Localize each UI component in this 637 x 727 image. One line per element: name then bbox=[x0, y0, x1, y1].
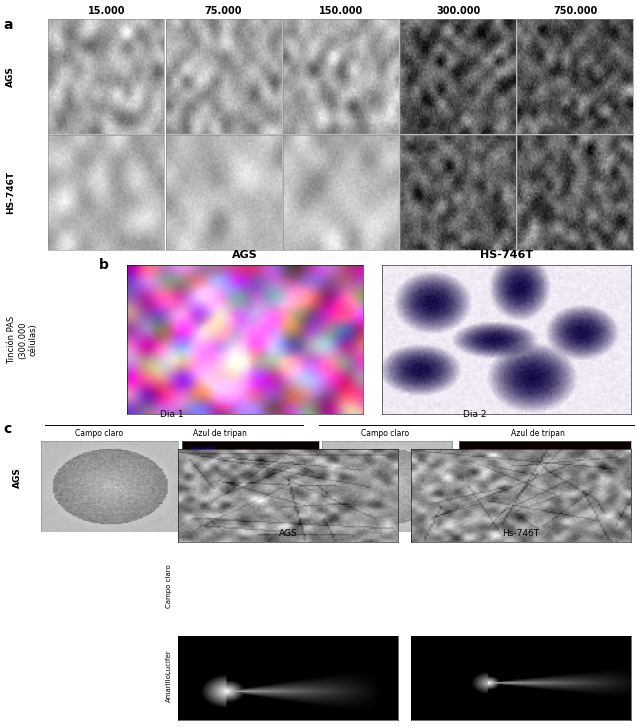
Text: HS-746T: HS-746T bbox=[6, 171, 15, 214]
Text: Campo claro: Campo claro bbox=[361, 429, 410, 438]
Text: HS-746T: HS-746T bbox=[480, 249, 533, 260]
Text: Dia 1: Dia 1 bbox=[160, 411, 184, 419]
Text: AGS: AGS bbox=[279, 529, 297, 538]
Text: b: b bbox=[99, 258, 109, 272]
Text: 750.000: 750.000 bbox=[553, 6, 598, 16]
Text: c: c bbox=[3, 422, 11, 435]
Text: Campo claro: Campo claro bbox=[166, 564, 172, 608]
Text: AGS: AGS bbox=[13, 467, 22, 489]
Text: Dia 2: Dia 2 bbox=[463, 411, 486, 419]
Text: Azul de tripan: Azul de tripan bbox=[512, 429, 565, 438]
Text: AGS: AGS bbox=[6, 66, 15, 87]
Text: Hs-746T: Hs-746T bbox=[502, 529, 540, 538]
Text: Campo claro: Campo claro bbox=[75, 429, 123, 438]
Text: 75.000: 75.000 bbox=[205, 6, 242, 16]
Text: Tinción PAS
(300.000
células): Tinción PAS (300.000 células) bbox=[8, 316, 37, 364]
Text: 150.000: 150.000 bbox=[318, 6, 363, 16]
Text: AGS: AGS bbox=[233, 249, 258, 260]
Text: 15.000: 15.000 bbox=[88, 6, 125, 16]
Text: 300.000: 300.000 bbox=[436, 6, 480, 16]
Text: Azul de tripan: Azul de tripan bbox=[193, 429, 247, 438]
Text: AmarilloLucifer: AmarilloLucifer bbox=[166, 649, 172, 702]
Text: a: a bbox=[3, 18, 13, 32]
